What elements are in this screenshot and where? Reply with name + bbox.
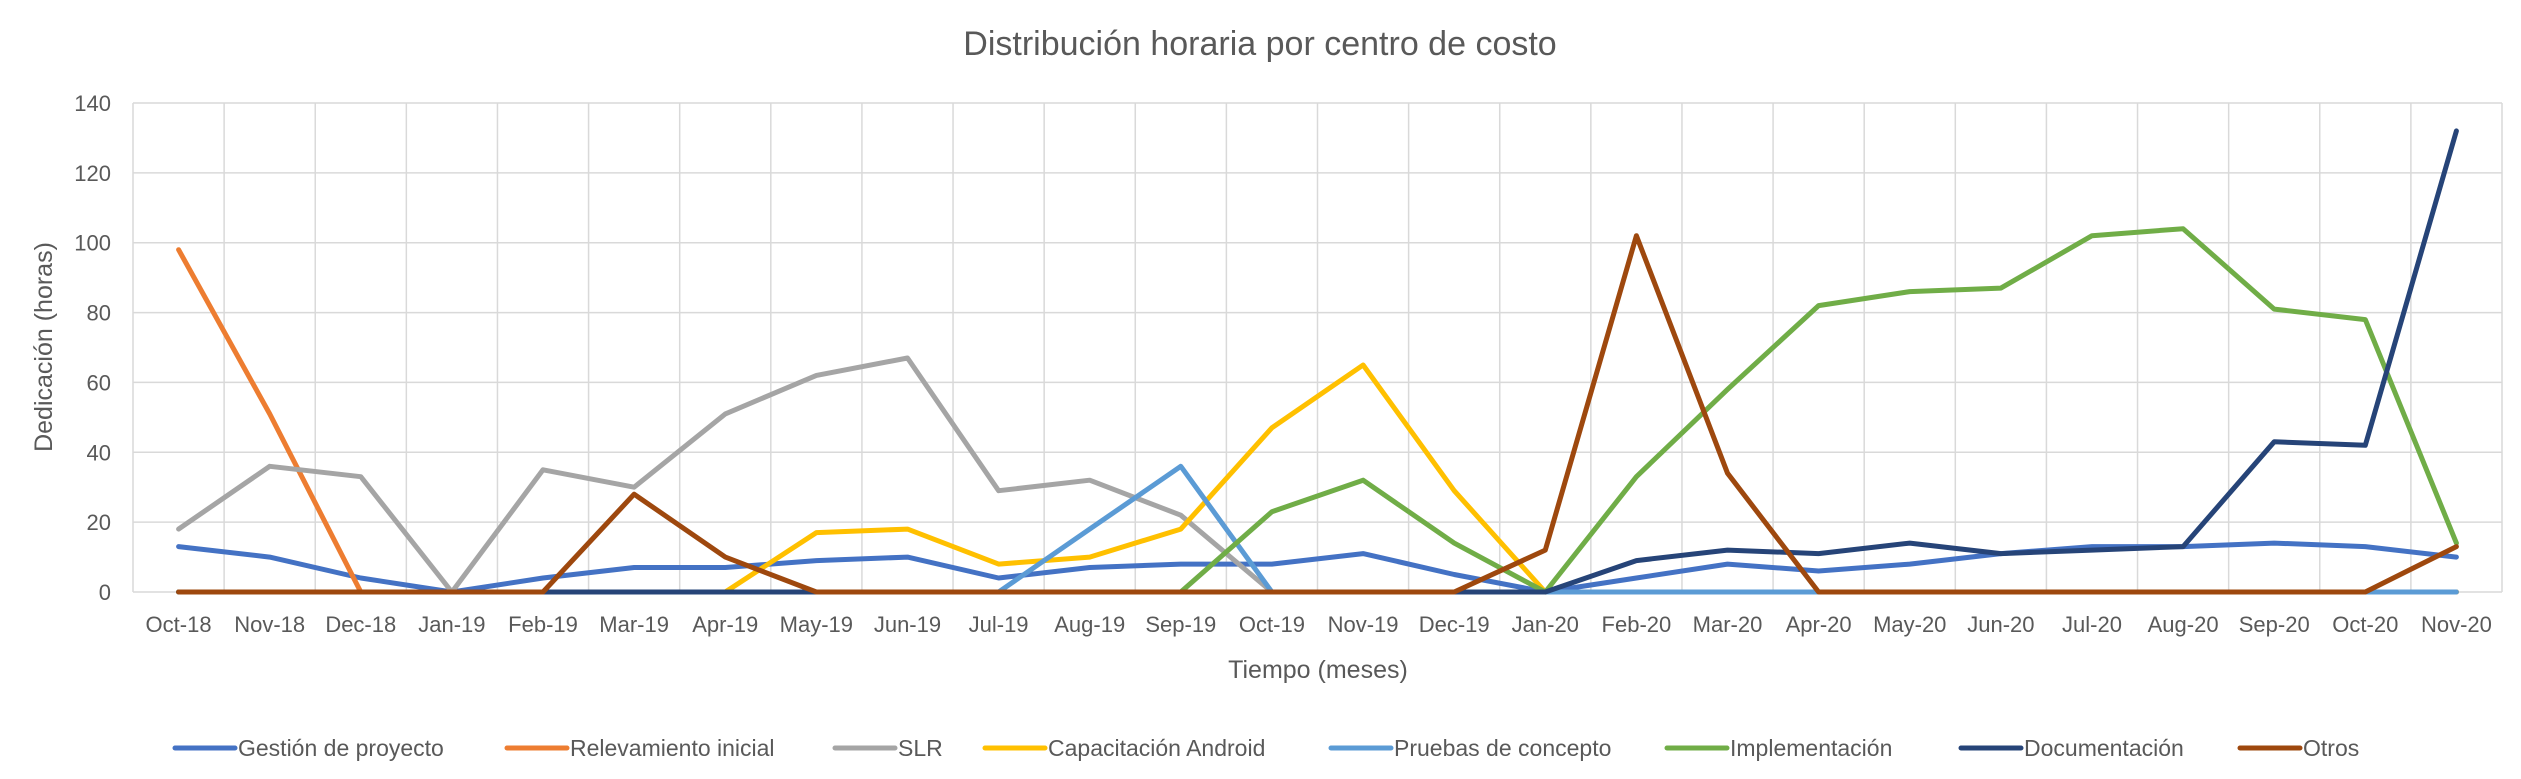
x-tick-label: May-19 (780, 612, 853, 637)
x-tick-label: Nov-20 (2421, 612, 2492, 637)
x-tick-label: Dec-19 (1419, 612, 1490, 637)
x-tick-label: Dec-18 (325, 612, 396, 637)
legend-label: Relevamiento inicial (570, 735, 775, 761)
y-tick-label: 80 (87, 301, 111, 326)
legend-label: Documentación (2024, 735, 2184, 761)
y-tick-label: 100 (74, 231, 111, 256)
x-tick-label: Feb-19 (508, 612, 578, 637)
y-tick-label: 60 (87, 370, 111, 395)
x-tick-label: Oct-18 (146, 612, 212, 637)
x-tick-label: Oct-19 (1239, 612, 1305, 637)
gridlines (132, 102, 2503, 593)
x-tick-label: Jul-19 (969, 612, 1029, 637)
x-tick-label: Sep-20 (2239, 612, 2310, 637)
legend-label: Pruebas de concepto (1394, 735, 1611, 761)
y-tick-label: 120 (74, 161, 111, 186)
legend-label: Gestión de proyecto (238, 735, 444, 761)
x-tick-label: Jan-19 (418, 612, 485, 637)
x-tick-label: Jun-20 (1967, 612, 2034, 637)
x-tick-label: Oct-20 (2332, 612, 2398, 637)
x-axis-title: Tiempo (meses) (1228, 656, 1408, 684)
y-axis-title: Dedicación (horas) (30, 242, 58, 452)
y-tick-label: 20 (87, 510, 111, 535)
x-tick-label: Aug-19 (1054, 612, 1125, 637)
x-tick-label: Sep-19 (1145, 612, 1216, 637)
x-tick-label: Jul-20 (2062, 612, 2122, 637)
series-line-8 (176, 233, 2459, 595)
x-tick-label: Feb-20 (1602, 612, 1672, 637)
y-tick-label: 0 (99, 580, 111, 605)
y-axis-ticks: 0 20 40 60 80 100 120 140 (74, 91, 111, 605)
x-tick-label: Mar-20 (1693, 612, 1763, 637)
chart-title: Distribución horaria por centro de costo (963, 25, 1556, 63)
x-tick-label: Aug-20 (2148, 612, 2219, 637)
x-tick-label: Nov-19 (1328, 612, 1399, 637)
x-tick-label: Nov-18 (234, 612, 305, 637)
y-tick-label: 140 (74, 91, 111, 116)
y-tick-label: 40 (87, 440, 111, 465)
legend-label: Implementación (1730, 735, 1892, 761)
legend-label: SLR (898, 735, 943, 761)
x-tick-label: Mar-19 (599, 612, 669, 637)
series-lines (176, 128, 2459, 595)
x-axis-ticks: Oct-18 Nov-18 Dec-18 Jan-19 Feb-19 Mar-19 Apr-… (146, 612, 2492, 637)
x-tick-label: Apr-19 (692, 612, 758, 637)
legend: Gestión de proyecto Relevamiento inicial S… (172, 735, 2359, 761)
x-tick-label: Apr-20 (1786, 612, 1852, 637)
legend-label: Capacitación Android (1048, 735, 1265, 761)
x-tick-label: Jan-20 (1512, 612, 1579, 637)
x-tick-label: May-20 (1873, 612, 1946, 637)
x-tick-label: Jun-19 (874, 612, 941, 637)
legend-label: Otros (2303, 735, 2359, 761)
